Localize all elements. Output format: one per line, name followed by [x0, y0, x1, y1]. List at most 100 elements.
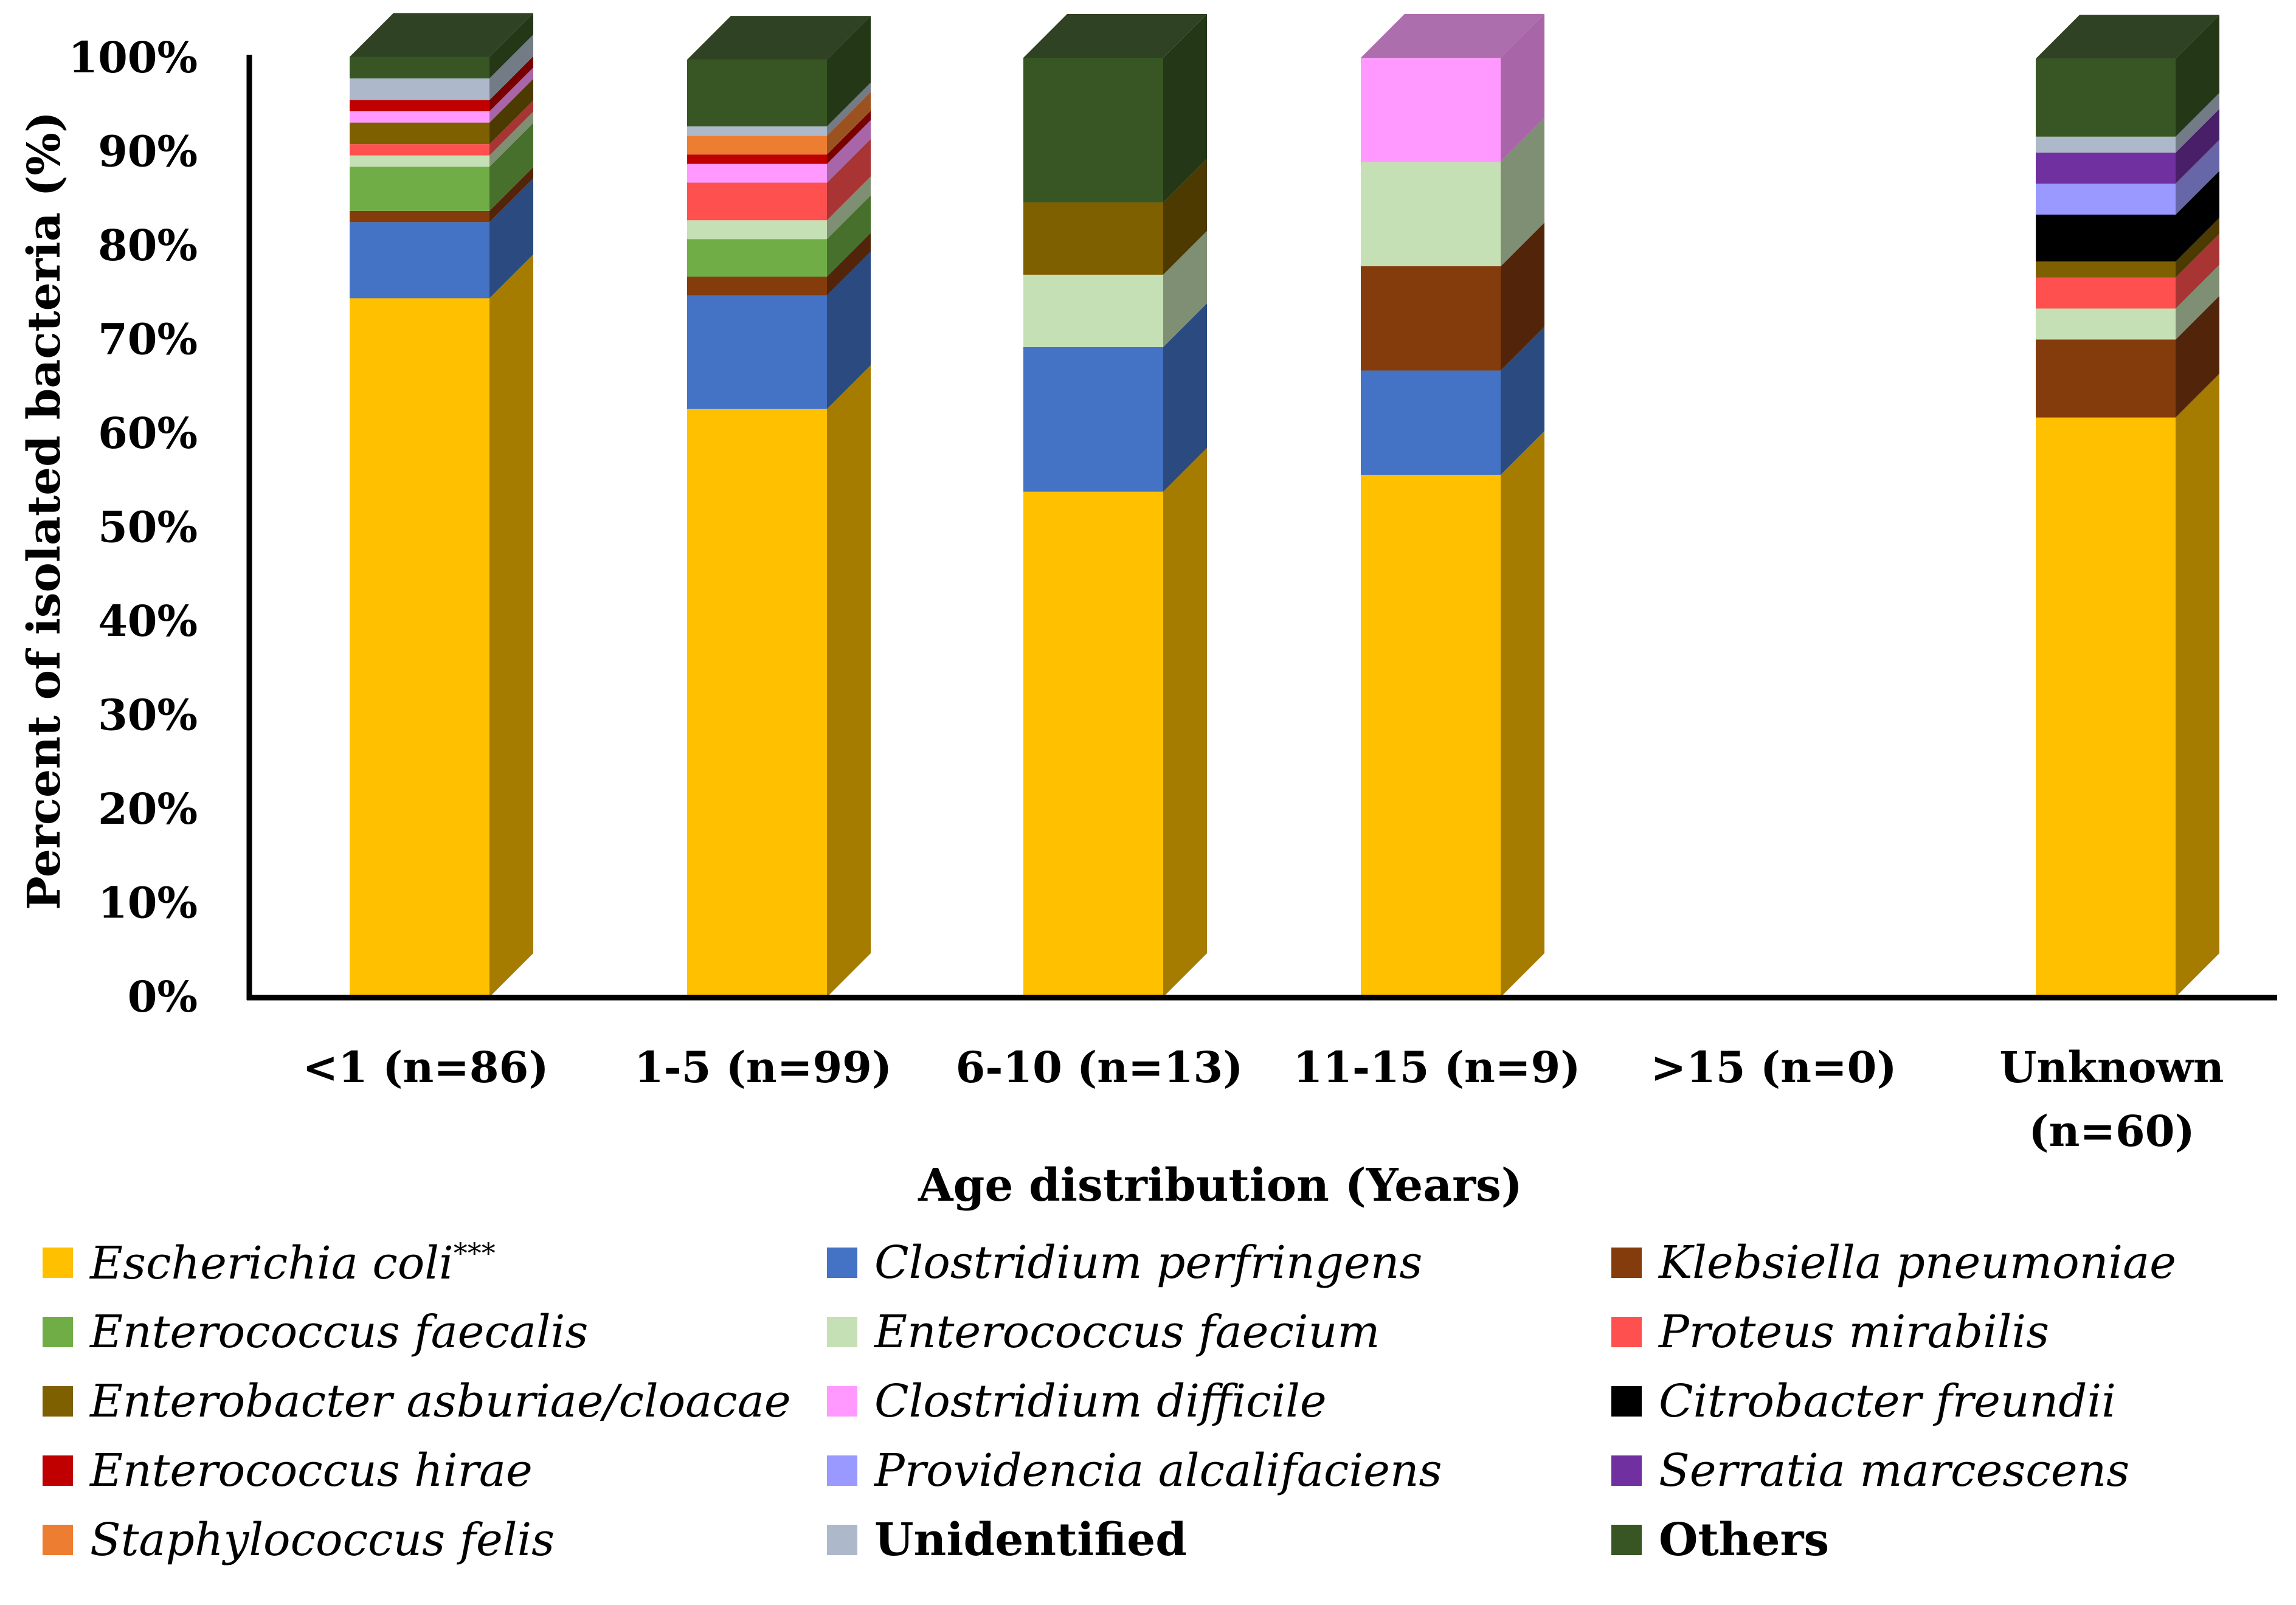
- bar-side-enterococcus-faecalis: [489, 123, 533, 211]
- legend-item-enterococcus-faecalis: Enterococcus faecalis: [43, 1306, 827, 1358]
- x-category-label-line2: (n=60): [2028, 1106, 2194, 1156]
- bar-segment-escherichia-coli: [2036, 417, 2176, 997]
- legend-item-clostridium-perfringens: Clostridium perfringens: [827, 1237, 1611, 1289]
- legend-label-text: Providencia alcalifaciens: [874, 1444, 1442, 1497]
- bar-side-klebsiella-pneumoniae: [1501, 222, 1544, 371]
- bar-segment-enterococcus-faecalis: [687, 239, 827, 277]
- bar-side-clostridium-difficile: [1501, 14, 1544, 162]
- legend-label-text: Staphylococcus felis: [90, 1514, 555, 1566]
- legend-swatch: [1611, 1386, 1642, 1417]
- legend-item-enterobacter-asburiae-cloacae: Enterobacter asburiae/cloacae: [43, 1375, 827, 1427]
- legend-swatch: [827, 1525, 857, 1555]
- legend: Escherichia coli*** Clostridium perfringe…: [43, 1236, 2256, 1566]
- bar-segment-staphylococcus-felis: [687, 136, 827, 155]
- legend-label-text: Proteus mirabilis: [1659, 1306, 2050, 1358]
- x-category-label: >15 (n=0): [1651, 1042, 1897, 1092]
- bar-side-others: [489, 13, 533, 78]
- bar-side-proteus-mirabilis: [2176, 233, 2219, 309]
- bar-segment-escherichia-coli: [687, 409, 827, 997]
- bars-layer: [350, 13, 2219, 997]
- y-tick-label: 0%: [128, 972, 198, 1022]
- bar-top-face: [2036, 15, 2219, 59]
- bar-side-enterococcus-faecium: [1163, 230, 1207, 347]
- legend-label: Serratia marcescens: [1659, 1444, 2129, 1497]
- bar-side-proteus-mirabilis: [827, 139, 871, 221]
- bar-segment-others: [1023, 58, 1163, 202]
- bar-segment-enterococcus-faecalis: [350, 167, 489, 211]
- bar-side-escherichia-coli: [1163, 447, 1207, 997]
- bar-segment-enterococcus-hirae: [350, 100, 489, 112]
- legend-item-citrobacter-freundii: Citrobacter freundii: [1611, 1375, 2256, 1427]
- bar-side-others: [827, 16, 871, 126]
- y-tick-label: 50%: [98, 502, 198, 553]
- bar-side-citrobacter-freundii: [2176, 171, 2219, 262]
- legend-label: Others: [1659, 1514, 1829, 1566]
- legend-label: Providencia alcalifaciens: [874, 1444, 1442, 1497]
- legend-swatch: [43, 1386, 73, 1417]
- bar-segment-clostridium-perfringens: [350, 222, 489, 299]
- bar-side-enterococcus-hirae: [489, 56, 533, 112]
- bar-segment-others: [350, 57, 489, 78]
- significance-marker: ***: [453, 1236, 496, 1269]
- bar-side-staphylococcus-felis: [827, 92, 871, 155]
- x-category-label: 1-5 (n=99): [634, 1042, 892, 1092]
- bar-side-clostridium-perfringens: [1501, 326, 1544, 475]
- legend-swatch: [1611, 1317, 1642, 1347]
- legend-label-text: Others: [1659, 1514, 1830, 1566]
- bar-side-others: [1163, 14, 1207, 202]
- bar-side-klebsiella-pneumoniae: [489, 167, 533, 223]
- legend-swatch: [43, 1525, 73, 1555]
- legend-label: Citrobacter freundii: [1659, 1375, 2116, 1427]
- legend-label: Clostridium perfringens: [874, 1237, 1422, 1289]
- legend-item-clostridium-difficile: Clostridium difficile: [827, 1375, 1611, 1427]
- legend-label-text: Serratia marcescens: [1659, 1444, 2130, 1497]
- bar-side-enterococcus-faecium: [827, 176, 871, 240]
- legend-label: Klebsiella pneumoniae: [1659, 1237, 2176, 1289]
- bar-segment-unidentified: [2036, 136, 2176, 153]
- legend-label: Clostridium difficile: [874, 1375, 1327, 1427]
- bar-segment-clostridium-perfringens: [1361, 370, 1501, 475]
- legend-item-enterococcus-hirae: Enterococcus hirae: [43, 1444, 827, 1497]
- labels-layer: 0% 10% 20% 30% 40% 50% 60% 70% 80% 90% 100% <1 (n=8…: [18, 32, 2224, 1212]
- legend-swatch: [43, 1317, 73, 1347]
- bar-side-escherichia-coli: [827, 365, 871, 997]
- bar-side-klebsiella-pneumoniae: [2176, 295, 2219, 418]
- bar-segment-klebsiella-pneumoniae: [2036, 339, 2176, 418]
- y-tick-label: 20%: [98, 784, 198, 834]
- bar-segment-clostridium-difficile: [687, 164, 827, 183]
- bar-side-enterococcus-faecium: [2176, 264, 2219, 340]
- bar-segment-enterococcus-faecium: [687, 220, 827, 240]
- bar-side-enterobacter-asburiae-cloacae: [2176, 218, 2219, 278]
- y-tick-label: 90%: [98, 126, 198, 177]
- legend-swatch: [827, 1248, 857, 1278]
- legend-swatch: [1611, 1248, 1642, 1278]
- bar-segment-unidentified: [687, 126, 827, 136]
- bar-segment-enterococcus-faecium: [1361, 162, 1501, 266]
- bar-segment-escherichia-coli: [1023, 491, 1163, 997]
- bar-segment-proteus-mirabilis: [350, 144, 489, 156]
- bar-segment-clostridium-difficile: [350, 111, 489, 123]
- y-tick-label: 10%: [98, 878, 198, 928]
- legend-label-text: Escherichia coli: [90, 1237, 454, 1289]
- bar-top-face: [1023, 14, 1207, 58]
- legend-label-text: Enterococcus faecium: [874, 1306, 1380, 1358]
- bar-side-enterococcus-faecium: [489, 111, 533, 167]
- legend-swatch: [43, 1455, 73, 1486]
- bar-side-unidentified: [2176, 92, 2219, 153]
- bar-segment-unidentified: [350, 78, 489, 100]
- legend-label: Staphylococcus felis: [90, 1514, 555, 1566]
- x-category-label: Unknown: [1999, 1042, 2224, 1092]
- bar-segment-others: [2036, 58, 2176, 137]
- bar-side-enterobacter-asburiae-cloacae: [489, 78, 533, 145]
- bar-side-enterobacter-asburiae-cloacae: [1163, 158, 1207, 275]
- legend-item-escherichia-coli: Escherichia coli***: [43, 1236, 827, 1289]
- y-tick-label: 100%: [68, 32, 198, 83]
- bar-segment-enterobacter-asburiae-cloacae: [1023, 202, 1163, 275]
- legend-item-staphylococcus-felis: Staphylococcus felis: [43, 1514, 827, 1566]
- legend-label: Proteus mirabilis: [1659, 1306, 2049, 1358]
- legend-swatch: [43, 1248, 73, 1278]
- x-axis-title: Age distribution (Years): [918, 1159, 1523, 1212]
- bar-top-face: [1361, 14, 1544, 58]
- bar-segment-klebsiella-pneumoniae: [1361, 266, 1501, 371]
- legend-swatch: [1611, 1525, 1642, 1555]
